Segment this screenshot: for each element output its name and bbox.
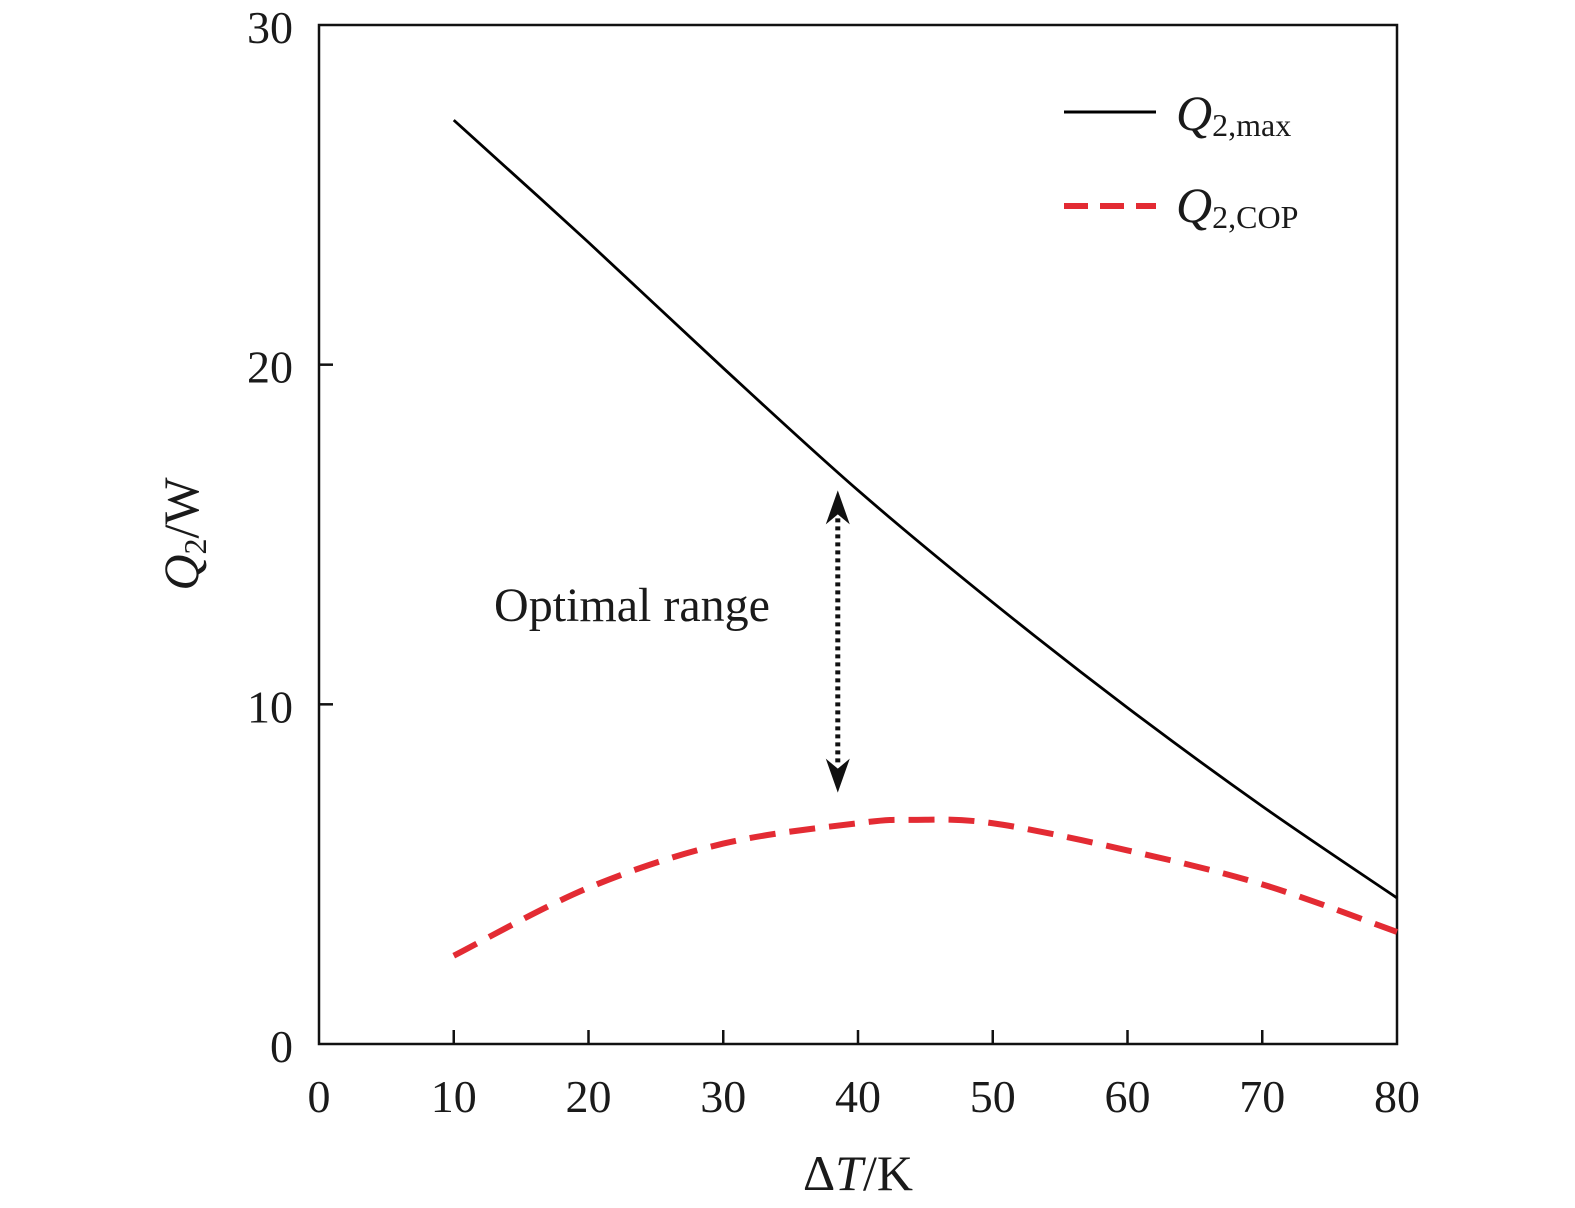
y-tick-label: 20	[247, 342, 293, 393]
x-axis-label: ΔT/K	[803, 1145, 913, 1201]
legend-q2max-var: Q	[1176, 85, 1212, 141]
x-tick-label: 50	[970, 1071, 1016, 1122]
legend-q2max-sub: 2,max	[1212, 107, 1291, 143]
y-axis-label-sub: 2	[177, 538, 213, 554]
legend-label-q2cop: Q2,COP	[1176, 177, 1298, 235]
y-axis-label-var: Q	[153, 554, 209, 590]
y-axis-label-unit: /W	[153, 477, 209, 539]
legend-q2cop-sub: 2,COP	[1212, 199, 1298, 235]
x-axis-label-unit: /K	[863, 1145, 913, 1201]
y-axis-label: Q2/W	[153, 477, 213, 591]
y-tick-label: 0	[270, 1021, 293, 1072]
x-tick-label: 80	[1374, 1071, 1420, 1122]
series-line-q2cop	[452, 816, 1398, 959]
x-tick-label: 20	[566, 1071, 612, 1122]
legend: Q2,max Q2,COP	[1064, 85, 1298, 235]
arrowhead-up-icon	[825, 490, 850, 525]
x-axis-ticks: 0 10 20 30 40 50 60 70 80	[308, 1030, 1420, 1122]
x-axis-label-var: T	[835, 1145, 866, 1201]
x-tick-label: 40	[835, 1071, 881, 1122]
arrowhead-down-icon	[825, 758, 850, 793]
y-axis-ticks: 0 10 20 30	[247, 2, 333, 1072]
x-tick-label: 60	[1105, 1071, 1151, 1122]
x-tick-label: 0	[308, 1071, 331, 1122]
x-tick-label: 30	[700, 1071, 746, 1122]
series-layer	[452, 119, 1398, 959]
x-tick-label: 70	[1239, 1071, 1285, 1122]
legend-q2cop-var: Q	[1176, 177, 1212, 233]
series-line-q2max	[452, 119, 1398, 900]
y-tick-label: 30	[247, 2, 293, 53]
optimal-range-label: Optimal range	[494, 579, 770, 632]
y-tick-label: 10	[247, 681, 293, 732]
plot-frame	[317, 23, 1399, 1046]
x-tick-label: 10	[431, 1071, 477, 1122]
x-axis-label-delta: Δ	[803, 1145, 835, 1201]
legend-label-q2max: Q2,max	[1176, 85, 1291, 143]
